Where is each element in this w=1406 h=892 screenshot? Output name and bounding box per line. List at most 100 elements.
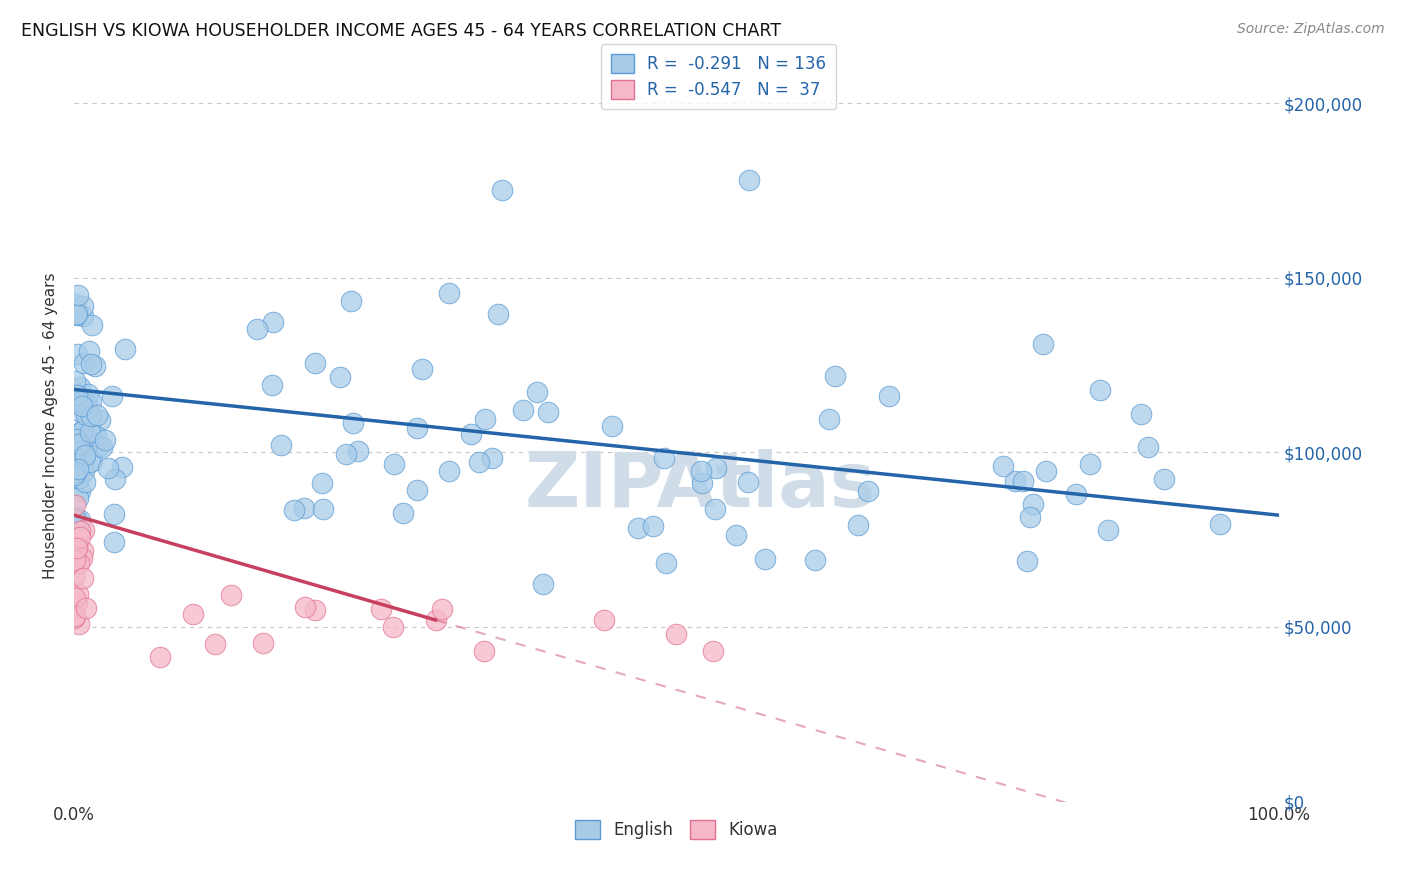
Point xyxy=(67,556,90,570)
Point xyxy=(1136,440,1159,454)
Point xyxy=(63,374,86,388)
Point xyxy=(79,455,101,469)
Point xyxy=(181,607,204,621)
Point xyxy=(65,307,87,321)
Point xyxy=(283,503,305,517)
Point xyxy=(260,378,283,392)
Point xyxy=(382,620,405,634)
Point xyxy=(737,475,759,490)
Point xyxy=(690,475,713,490)
Point xyxy=(66,402,89,417)
Point xyxy=(460,426,482,441)
Point xyxy=(69,513,91,527)
Point xyxy=(991,458,1014,473)
Point xyxy=(65,347,87,361)
Point xyxy=(1153,472,1175,486)
Point xyxy=(665,627,688,641)
Point xyxy=(1208,517,1230,532)
Point xyxy=(72,544,94,558)
Point xyxy=(86,408,108,422)
Point xyxy=(66,538,89,552)
Point xyxy=(103,508,125,522)
Point xyxy=(439,285,461,300)
Point xyxy=(70,394,93,409)
Point xyxy=(149,650,172,665)
Point xyxy=(67,437,90,451)
Point xyxy=(1022,497,1045,511)
Point xyxy=(89,412,111,426)
Point xyxy=(80,394,103,409)
Point xyxy=(486,307,509,321)
Point xyxy=(704,460,727,475)
Point xyxy=(63,568,86,582)
Point xyxy=(69,530,91,544)
Point xyxy=(66,541,89,555)
Point xyxy=(425,613,447,627)
Point xyxy=(370,602,392,616)
Point xyxy=(246,322,269,336)
Point xyxy=(66,461,89,475)
Point xyxy=(1090,383,1112,397)
Point xyxy=(481,450,503,465)
Point xyxy=(67,491,90,505)
Point xyxy=(382,457,405,471)
Point xyxy=(252,636,274,650)
Point xyxy=(101,389,124,403)
Point xyxy=(1078,457,1101,471)
Point xyxy=(66,587,89,601)
Point xyxy=(72,399,94,413)
Point xyxy=(72,309,94,323)
Point xyxy=(65,542,87,557)
Point xyxy=(627,521,650,535)
Point xyxy=(80,454,103,468)
Point xyxy=(73,449,96,463)
Point xyxy=(73,523,96,537)
Point xyxy=(1018,510,1040,524)
Point xyxy=(339,293,361,308)
Point xyxy=(75,601,97,615)
Point xyxy=(63,453,86,467)
Point xyxy=(76,401,98,416)
Point xyxy=(63,550,86,565)
Point xyxy=(73,418,96,433)
Point xyxy=(689,464,711,478)
Point xyxy=(467,455,489,469)
Point xyxy=(655,556,678,570)
Point xyxy=(738,173,761,187)
Point xyxy=(817,412,839,426)
Point xyxy=(65,509,87,524)
Point xyxy=(65,432,87,446)
Point xyxy=(803,553,825,567)
Point xyxy=(73,395,96,409)
Point xyxy=(430,602,453,616)
Point xyxy=(329,369,352,384)
Point xyxy=(79,343,101,358)
Point xyxy=(1011,475,1033,489)
Point xyxy=(643,519,665,533)
Point xyxy=(67,471,90,485)
Point xyxy=(69,380,91,394)
Point xyxy=(65,466,87,480)
Point xyxy=(80,409,103,423)
Point xyxy=(79,425,101,439)
Point xyxy=(87,439,110,453)
Point xyxy=(63,498,86,512)
Point xyxy=(342,417,364,431)
Point xyxy=(63,611,86,625)
Point xyxy=(76,438,98,452)
Point xyxy=(754,552,776,566)
Point xyxy=(66,387,89,401)
Point xyxy=(77,434,100,448)
Point xyxy=(63,442,86,457)
Point xyxy=(76,396,98,410)
Point xyxy=(63,512,86,526)
Point xyxy=(73,450,96,465)
Legend: English, Kiowa: English, Kiowa xyxy=(568,814,785,846)
Point xyxy=(76,387,98,401)
Point xyxy=(411,362,433,376)
Point xyxy=(877,389,900,403)
Point xyxy=(70,424,93,438)
Point xyxy=(80,318,103,333)
Point xyxy=(304,603,326,617)
Point xyxy=(90,440,112,454)
